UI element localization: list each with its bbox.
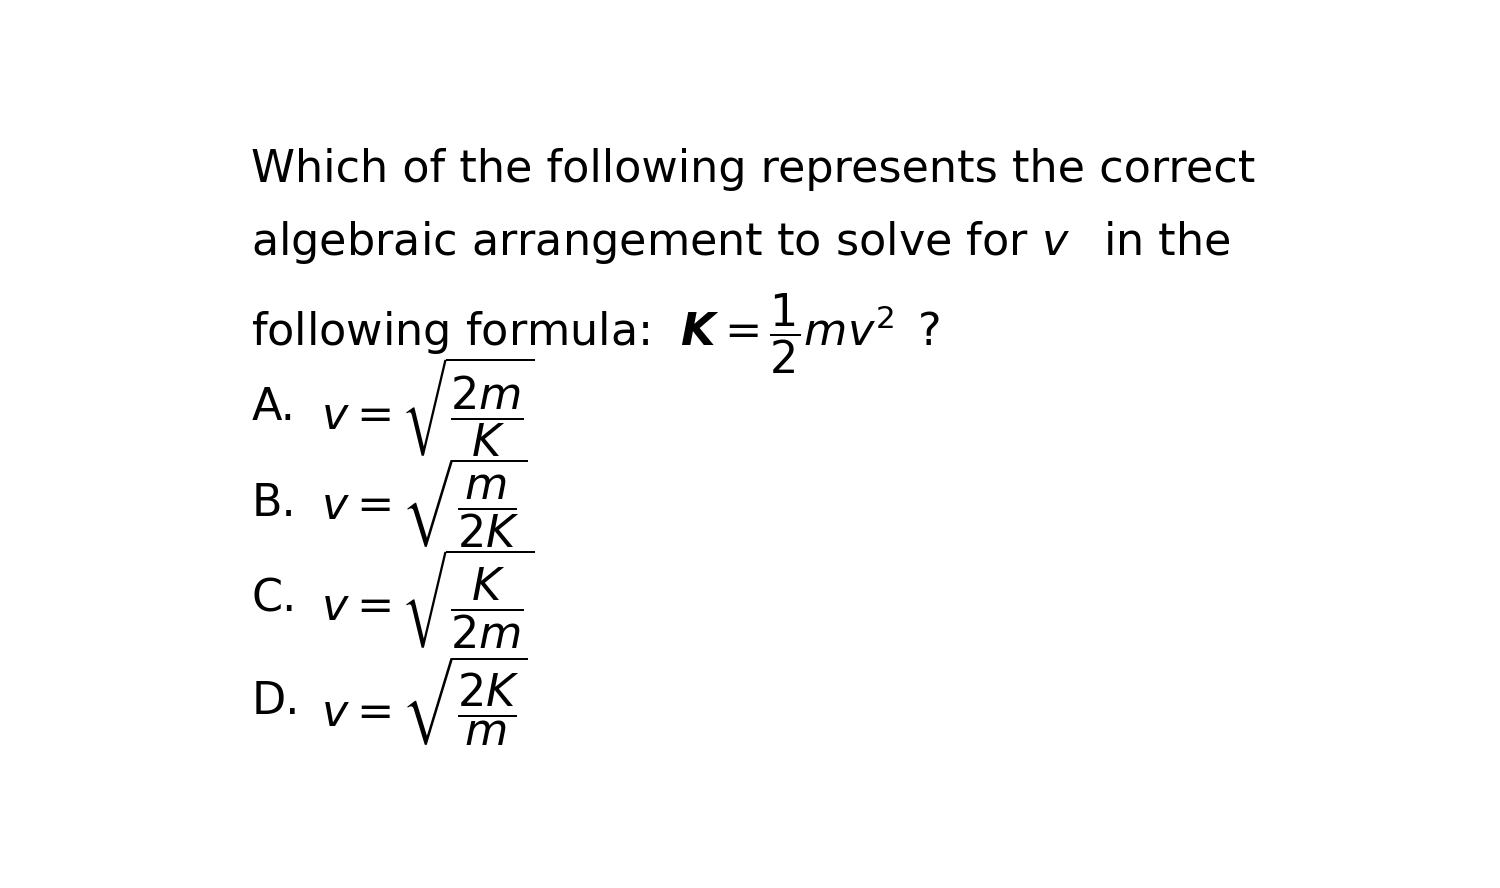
Text: C.: C. xyxy=(252,577,297,621)
Text: A.: A. xyxy=(252,386,296,429)
Text: algebraic arrangement to solve for $v\,$  in the: algebraic arrangement to solve for $v\,$… xyxy=(252,219,1232,266)
Text: $v = \sqrt{\dfrac{2K}{m}}$: $v = \sqrt{\dfrac{2K}{m}}$ xyxy=(321,654,528,749)
Text: Which of the following represents the correct: Which of the following represents the co… xyxy=(252,147,1256,191)
Text: $v = \sqrt{\dfrac{2m}{K}}$: $v = \sqrt{\dfrac{2m}{K}}$ xyxy=(321,355,536,459)
Text: following formula:  $\boldsymbol{K} = \dfrac{1}{2}mv^2\,$ ?: following formula: $\boldsymbol{K} = \df… xyxy=(252,291,940,376)
Text: $v = \sqrt{\dfrac{m}{2K}}$: $v = \sqrt{\dfrac{m}{2K}}$ xyxy=(321,456,528,550)
Text: B.: B. xyxy=(252,481,296,525)
Text: D.: D. xyxy=(252,680,300,723)
Text: $v = \sqrt{\dfrac{K}{2m}}$: $v = \sqrt{\dfrac{K}{2m}}$ xyxy=(321,547,536,651)
